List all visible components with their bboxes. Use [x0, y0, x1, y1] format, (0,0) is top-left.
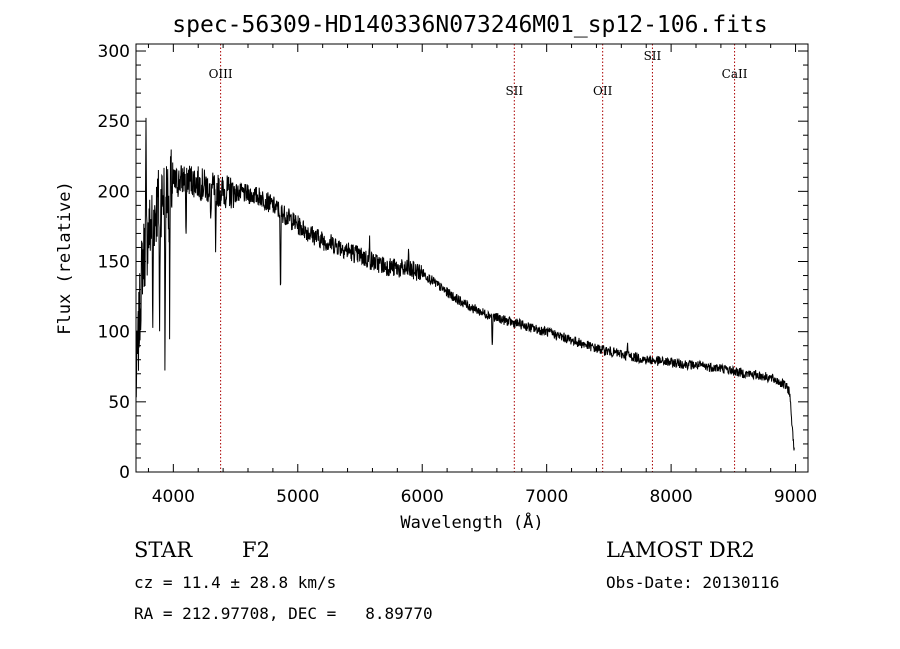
y-tick-label: 50: [108, 393, 130, 413]
survey-name: LAMOST DR2: [606, 538, 755, 562]
line-markers: OIII SII OII SII CaII: [209, 44, 748, 472]
y-tick-label: 300: [98, 42, 130, 62]
y-axis-label: Flux (relative): [55, 181, 75, 335]
y-tick-label: 250: [98, 112, 130, 132]
y-tick-label: 150: [98, 253, 130, 273]
object-type: STAR: [134, 538, 193, 562]
observation-date: Obs-Date: 20130116: [606, 573, 779, 592]
plot-frame: [135, 43, 809, 473]
spectrum-series: [135, 117, 795, 451]
x-tick-label: 5000: [276, 487, 319, 507]
redshift-cz: cz = 11.4 ± 28.8 km/s: [134, 573, 336, 592]
x-tick-label: 7000: [525, 487, 568, 507]
y-tick-label: 0: [119, 463, 130, 483]
x-axis-label: Wavelength (Å): [400, 511, 543, 533]
y-tick-label: 100: [98, 323, 130, 343]
spectrum-line: [135, 117, 795, 451]
axis-ticks: 4000 5000 6000 7000 8000 9000 0 50 100 150 200 250 3…: [98, 42, 818, 507]
chart-title: spec-56309-HD140336N073246M01_sp12-106.f…: [172, 12, 767, 38]
coordinates: RA = 212.97708, DEC = 8.89770: [134, 604, 433, 623]
line-marker-label: CaII: [722, 67, 748, 81]
x-tick-label: 6000: [401, 487, 444, 507]
x-tick-label: 8000: [649, 487, 692, 507]
line-marker-label: OIII: [209, 67, 233, 81]
line-marker-label: SII: [644, 49, 662, 63]
line-marker-label: SII: [505, 84, 523, 98]
line-marker-label: OII: [593, 84, 613, 98]
x-tick-label: 4000: [152, 487, 195, 507]
x-tick-label: 9000: [774, 487, 817, 507]
y-tick-label: 200: [98, 182, 130, 202]
spectral-subclass: F2: [242, 538, 270, 562]
